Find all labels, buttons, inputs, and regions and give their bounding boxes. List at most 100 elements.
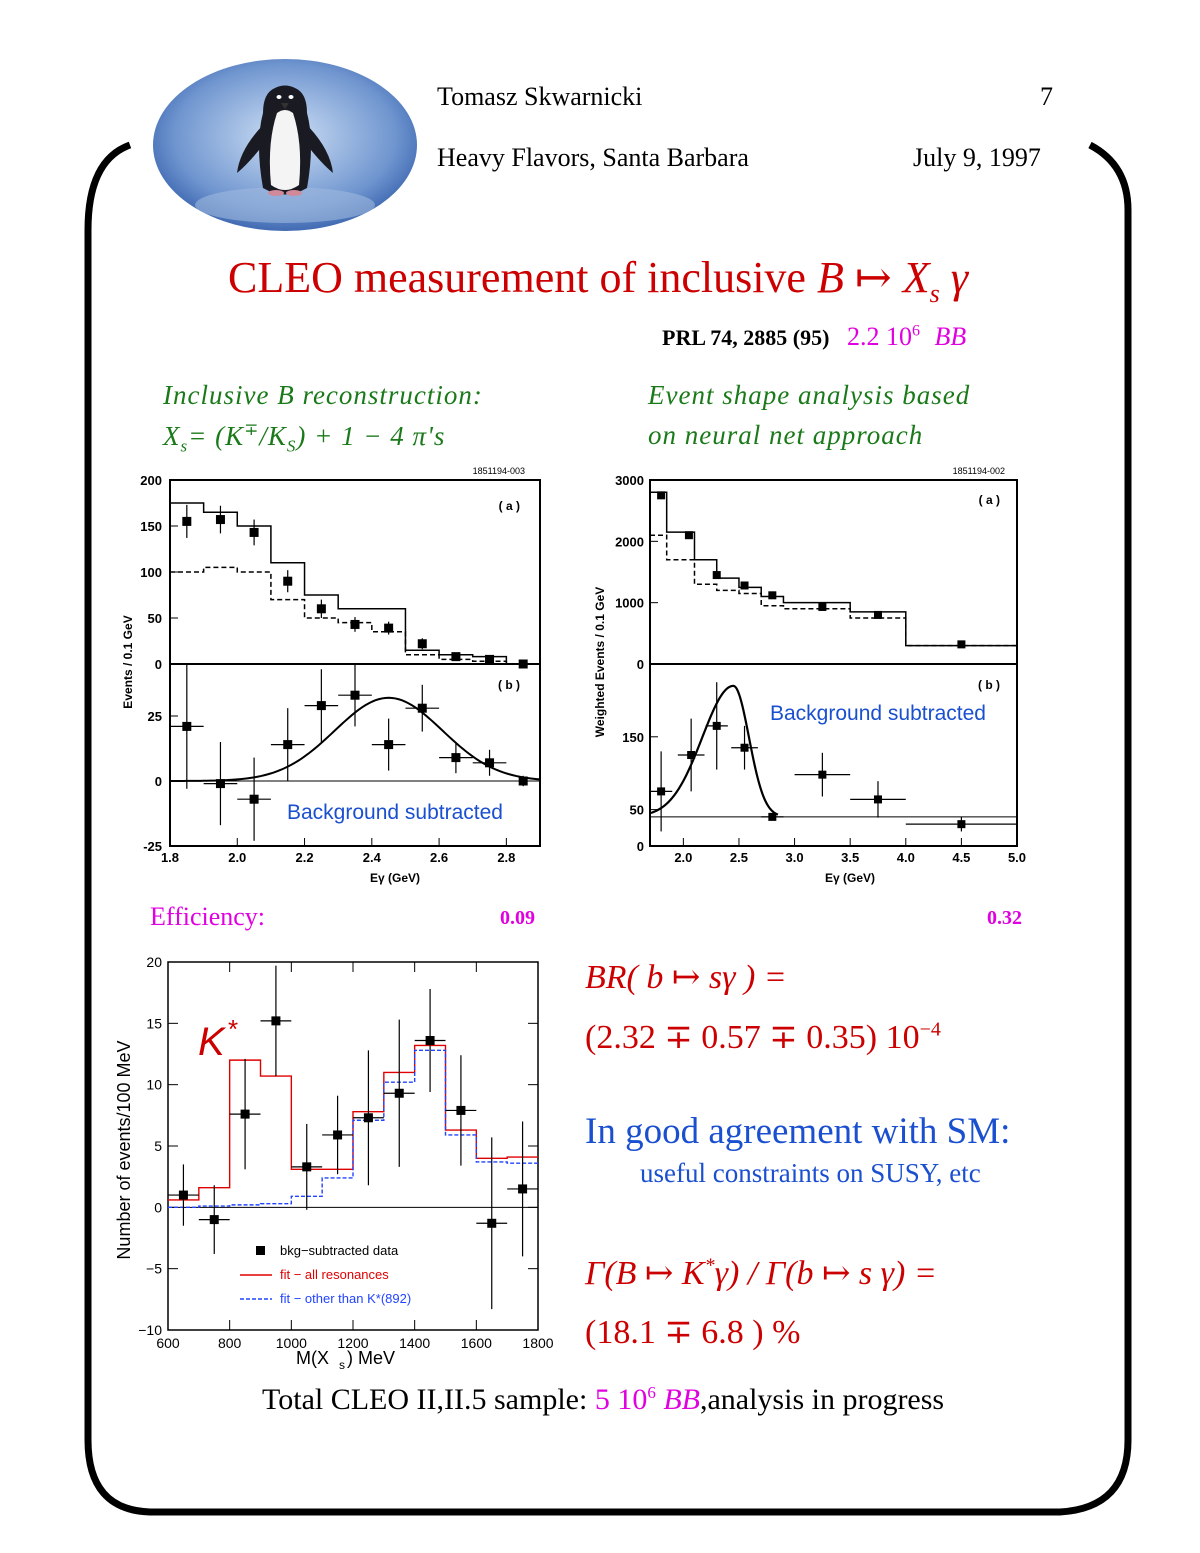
legend: bkg−subtracted data fit − all resonances f… [240,1243,411,1306]
footer-sample: Total CLEO II,II.5 sample: 5 106 BB,anal… [262,1383,945,1416]
x-tick-label: 600 [156,1335,180,1351]
data-point [333,1130,343,1140]
reference-paper: PRL 74, 2885 (95) [662,325,830,350]
x-tick-label: 2.0 [674,850,692,865]
data-point [316,701,326,711]
data-point [873,795,882,804]
data-point [302,1162,312,1172]
y-tick-label: 50 [630,803,644,818]
x-tick-label: 3.0 [786,850,804,865]
y-tick-label: -25 [143,839,162,854]
histogram-solid [170,502,540,665]
data-point [283,740,293,750]
x-tick-label: 2.8 [497,850,515,865]
data-point [957,820,966,829]
histogram-solid [650,491,1017,647]
y-tick-label: 0 [637,657,644,672]
data-point [350,690,360,700]
date: July 9, 1997 [913,143,1041,172]
data-point [249,794,259,804]
data-point [394,1088,404,1098]
right-method-line1: Event shape analysis based [648,380,971,410]
data-point [712,571,721,580]
x-tick-label: 800 [218,1335,242,1351]
x-tick-label: 1200 [337,1335,368,1351]
data-point [384,740,394,750]
y-tick-label: 15 [146,1015,162,1031]
figure-tag: 1851194-002 [953,466,1005,476]
data-point [818,770,827,779]
panel-label-a: ( a ) [979,493,1000,507]
data-point [271,1016,281,1026]
y-tick-label: 1000 [615,596,644,611]
y-tick-label: −5 [146,1261,162,1277]
x-tick-label: 2.2 [296,850,314,865]
x-axis-label-sub: s [339,1358,345,1372]
data-point [687,751,696,759]
page-number: 7 [1040,82,1053,111]
y-tick-label: −10 [138,1322,162,1338]
left-method-line1: Inclusive B reconstruction: [163,380,483,410]
data-point [518,1184,528,1194]
data-point [215,515,225,525]
title-formula: B ↦ X [816,253,930,302]
x-tick-label: 1800 [522,1335,553,1351]
y-tick-label: 0 [154,1199,162,1215]
data-point [456,1105,466,1115]
data-point [657,787,666,796]
mass-spectrum-chart: −10 −5 0 5 10 15 20 600 800 1000 1200 1400 1600 1800 b… [114,954,554,1372]
data-point [451,753,461,763]
data-point [768,812,777,821]
kstar-sup: * [228,1014,238,1044]
data-point [178,1190,188,1200]
x-tick-label: 1600 [461,1335,492,1351]
background-subtracted-label: Background subtracted [770,702,986,725]
data-point [350,619,360,629]
data-point [485,654,495,664]
y-tick-label: 10 [146,1077,162,1093]
efficiency-label: Efficiency: [150,902,266,931]
kstar-label: K [198,1020,227,1064]
x-tick-label: 5.0 [1008,850,1026,865]
fit-histogram-dashed [168,1049,538,1209]
left-energy-chart: 1851194-003 ( a ) ( b ) 0 50 100 150 200 -25 0 25 1… [121,466,541,885]
y-tick-label: 3000 [615,473,644,488]
x-tick-label: 4.0 [897,850,915,865]
branching-ratio-label: BR( b ↦ sγ ) = [585,959,787,996]
data-point [182,721,192,731]
data-point [417,639,427,649]
penguin-logo-icon [153,59,417,231]
reference: PRL 74, 2885 (95) 2.2 106 BB [662,322,966,352]
efficiency-right-value: 0.32 [987,907,1022,929]
data-point [240,1109,250,1119]
y-tick-label: 100 [140,565,162,580]
data-point [363,1113,373,1123]
fit-curve [649,684,779,816]
data-point [215,779,225,789]
data-point [283,576,293,586]
data-point [417,703,427,713]
y-tick-label: 5 [154,1138,162,1154]
histogram-dashed [170,566,540,665]
data-point [451,652,461,662]
data-point [740,581,749,590]
x-tick-label: 2.0 [228,850,246,865]
y-tick-label: 200 [140,473,162,488]
x-tick-label: 2.5 [730,850,748,865]
background-subtracted-label: Background subtracted [287,801,503,824]
y-tick-label: 2000 [615,534,644,549]
x-tick-label: 1.8 [161,850,179,865]
legend-label: fit − all resonances [280,1267,389,1282]
y-axis-label: Events / 0.1 GeV [121,615,135,708]
data-point [316,604,326,614]
legend-label: bkg−subtracted data [280,1243,399,1258]
left-method-line2: Xs= (K∓/KS) + 1 − 4 π's [163,420,446,456]
constraints-text: useful constraints on SUSY, etc [640,1158,981,1188]
data-point [657,491,666,500]
data-point [485,758,495,768]
data-point [425,1036,435,1046]
data-point [684,531,693,540]
x-tick-label: 1000 [276,1335,307,1351]
data-point [249,527,259,537]
y-tick-label: 0 [637,839,644,854]
